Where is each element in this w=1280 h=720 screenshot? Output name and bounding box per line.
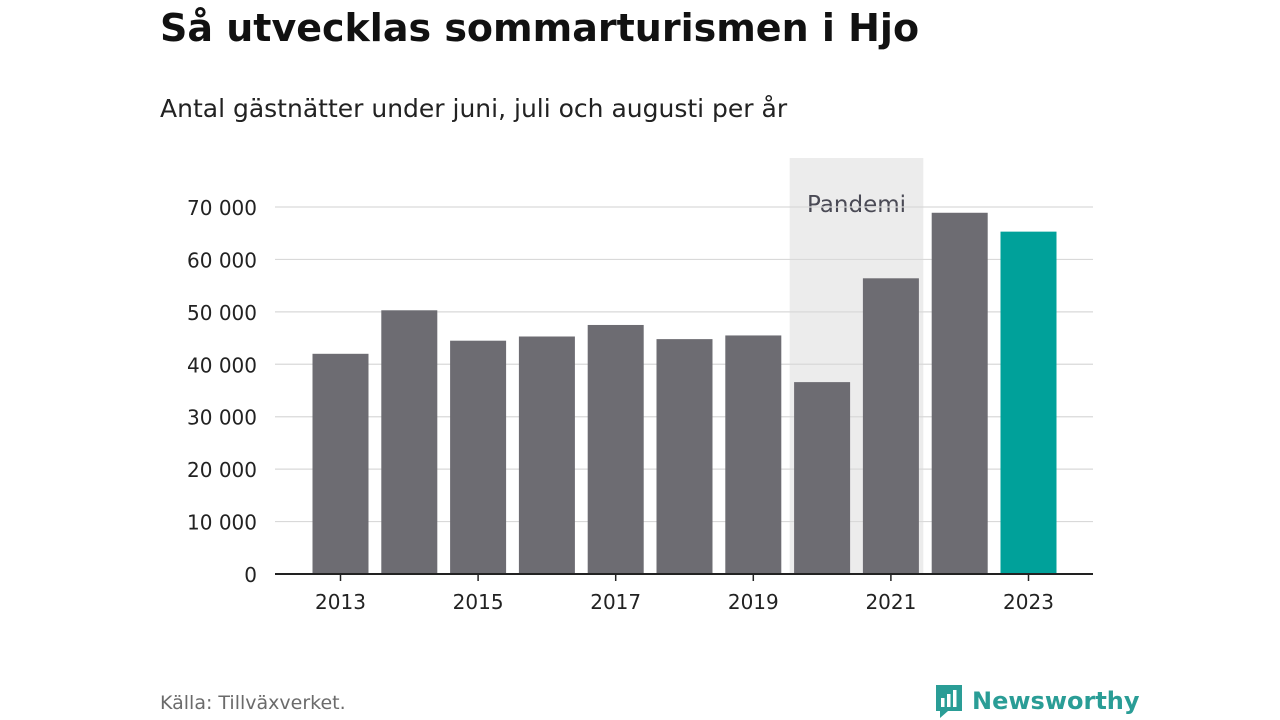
bar-2015	[450, 340, 507, 574]
bar-2020	[794, 382, 851, 574]
y-tick-label: 40 000	[187, 353, 257, 377]
y-tick-label: 50 000	[187, 301, 257, 325]
bar-chart: Pandemi 0 10 000 20 000 30 000 40 000 50 000 60…	[187, 158, 1093, 614]
x-tick-label: 2021	[865, 590, 916, 614]
x-tick-label: 2013	[315, 590, 366, 614]
pandemic-label: Pandemi	[807, 192, 906, 218]
bar-2019	[725, 335, 782, 574]
newsworthy-icon	[936, 685, 962, 718]
brand-logo: Newsworthy	[934, 683, 1140, 719]
bar-2021	[862, 278, 919, 574]
x-tick-label: 2015	[453, 590, 504, 614]
bar-2023	[1000, 231, 1057, 575]
y-tick-label: 10 000	[187, 511, 257, 535]
bar-2013	[312, 353, 369, 574]
brand-name: Newsworthy	[972, 687, 1140, 715]
y-tick-label: 20 000	[187, 458, 257, 482]
chart-subtitle: Antal gästnätter under juni, juli och au…	[160, 94, 788, 123]
y-tick-label: 0	[244, 563, 257, 587]
page-title: Så utvecklas sommarturismen i Hjo	[160, 6, 920, 50]
x-tick-label: 2023	[1003, 590, 1054, 614]
y-tick-label: 70 000	[187, 196, 257, 220]
y-tick-label: 30 000	[187, 406, 257, 430]
bar-2017	[587, 324, 644, 574]
bar-2016	[518, 336, 575, 574]
x-tick-label: 2017	[590, 590, 641, 614]
bar-2014	[381, 310, 438, 574]
bar-2018	[656, 339, 713, 574]
x-tick-label: 2019	[728, 590, 779, 614]
bar-2022	[931, 212, 988, 574]
source-note: Källa: Tillväxverket.	[160, 692, 346, 714]
y-tick-label: 60 000	[187, 248, 257, 272]
